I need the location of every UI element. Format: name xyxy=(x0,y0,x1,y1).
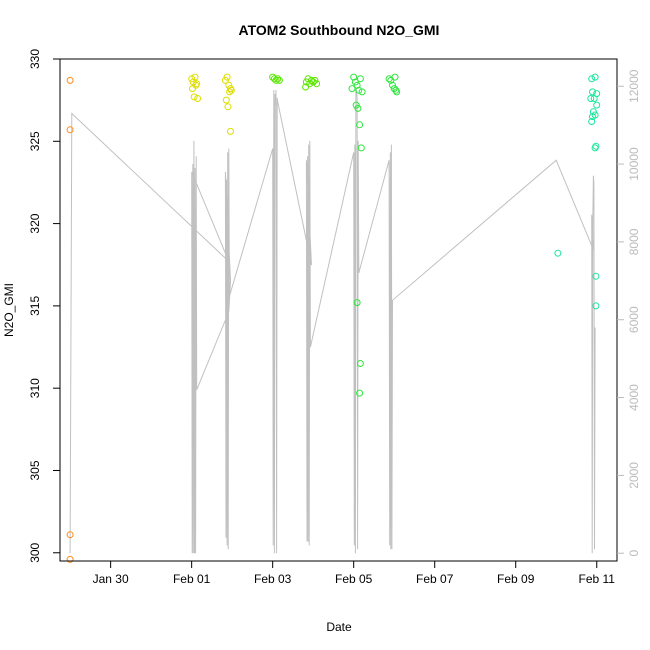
data-point-series-4 xyxy=(353,299,361,307)
data-point-series-5 xyxy=(587,95,595,102)
x-tick-label: Feb 07 xyxy=(416,572,454,586)
data-point-series-4 xyxy=(352,101,360,109)
data-point-series-4 xyxy=(355,86,363,94)
y-tick-label: 325 xyxy=(28,131,42,151)
data-point-series-5 xyxy=(591,144,599,152)
x-axis: Jan 30 Feb 01 Feb 03 Feb 05 Feb 07 Feb 09 Feb … xyxy=(93,560,616,586)
data-point-series-5 xyxy=(593,101,601,109)
data-point-series-2 xyxy=(190,93,198,101)
altitude-line xyxy=(69,89,596,554)
data-point-series-5 xyxy=(589,88,596,96)
data-point-series-2 xyxy=(227,127,234,135)
data-point-series-2 xyxy=(222,96,230,104)
y-tick-label: 310 xyxy=(28,378,42,398)
data-point-series-4 xyxy=(356,75,364,83)
data-point-series-5 xyxy=(589,108,597,116)
data-point-series-3 xyxy=(275,76,283,84)
y2-tick-label: 6000 xyxy=(627,306,641,333)
data-point-series-3 xyxy=(313,80,321,88)
data-point-series-5 xyxy=(590,95,598,102)
data-point-series-4 xyxy=(354,104,362,112)
y2-tick-label: 12000 xyxy=(627,69,641,103)
data-point-series-4 xyxy=(393,88,401,96)
data-point-series-5 xyxy=(588,75,596,83)
data-point-series-4 xyxy=(350,73,358,81)
data-point-series-1 xyxy=(66,126,74,134)
data-point-series-4 xyxy=(356,121,364,129)
y2-tick-label: 10000 xyxy=(627,147,641,181)
data-point-series-4 xyxy=(387,76,395,84)
x-tick-label: Feb 01 xyxy=(173,572,211,586)
data-point-series-3 xyxy=(306,80,314,88)
data-point-series-3 xyxy=(270,75,278,83)
x-axis-label: Date xyxy=(326,620,352,634)
y2-tick-label: 4000 xyxy=(627,384,641,411)
data-point-series-5 xyxy=(591,111,599,119)
data-points-layer xyxy=(66,73,601,563)
chart-title: ATOM2 Southbound N2O_GMI xyxy=(239,22,440,38)
data-point-series-2 xyxy=(194,95,202,102)
data-point-series-4 xyxy=(353,81,361,89)
y-tick-label: 330 xyxy=(28,49,42,69)
data-point-series-2 xyxy=(227,86,235,94)
y-tick-label: 305 xyxy=(28,460,42,480)
data-point-series-4 xyxy=(356,389,364,397)
data-point-series-3 xyxy=(311,76,319,84)
data-point-series-2 xyxy=(221,76,229,84)
y-axis-left: 300 305 310 315 320 325 330 xyxy=(28,49,60,563)
data-point-series-2 xyxy=(223,73,231,81)
data-point-series-2 xyxy=(226,88,234,96)
x-tick-label: Feb 03 xyxy=(254,572,292,586)
data-point-series-5 xyxy=(588,118,596,125)
data-point-series-4 xyxy=(348,85,356,93)
data-point-series-5 xyxy=(592,302,600,310)
data-point-series-3 xyxy=(272,76,280,84)
data-point-series-4 xyxy=(351,78,359,86)
x-tick-label: Feb 05 xyxy=(335,572,373,586)
y-tick-label: 300 xyxy=(28,542,42,562)
y2-tick-label: 0 xyxy=(627,550,641,557)
y-tick-label: 315 xyxy=(28,296,42,316)
altitude-trace-layer xyxy=(69,89,596,554)
data-point-series-3 xyxy=(274,75,282,83)
data-point-series-3 xyxy=(309,78,317,86)
data-point-series-3 xyxy=(308,76,315,84)
data-point-series-3 xyxy=(304,75,312,83)
x-tick-label: Feb 11 xyxy=(579,572,616,586)
y2-tick-label: 2000 xyxy=(627,462,641,489)
y2-tick-label: 8000 xyxy=(627,228,641,255)
data-point-series-5 xyxy=(591,73,599,81)
data-point-series-5 xyxy=(592,272,600,280)
data-point-series-2 xyxy=(191,73,199,81)
x-tick-label: Feb 09 xyxy=(497,572,535,586)
data-point-series-4 xyxy=(356,360,364,367)
data-point-series-2 xyxy=(224,103,232,111)
data-point-series-4 xyxy=(357,144,365,152)
data-point-series-2 xyxy=(192,81,200,89)
data-point-series-3 xyxy=(302,83,310,91)
data-point-series-1 xyxy=(66,555,74,563)
y-tick-label: 320 xyxy=(28,213,42,233)
data-point-series-1 xyxy=(66,76,74,84)
data-point-series-4 xyxy=(391,73,399,81)
x-tick-label: Jan 30 xyxy=(93,572,129,586)
y-axis-right: 0 2000 4000 6000 8000 10000 12000 xyxy=(617,69,641,557)
y-axis-label: N2O_GMI xyxy=(2,283,16,337)
data-point-series-4 xyxy=(389,81,396,89)
data-point-series-4 xyxy=(358,88,366,96)
data-point-series-1 xyxy=(66,531,74,539)
data-point-series-5 xyxy=(554,249,562,257)
